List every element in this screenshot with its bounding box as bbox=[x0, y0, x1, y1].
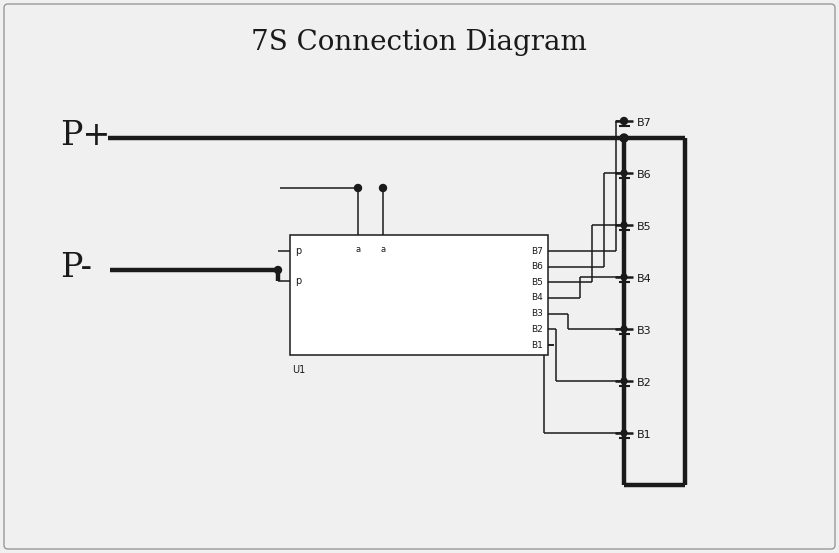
Circle shape bbox=[621, 430, 627, 436]
Text: B5: B5 bbox=[637, 222, 652, 232]
Circle shape bbox=[621, 170, 627, 176]
Text: B7: B7 bbox=[531, 247, 543, 255]
Text: B3: B3 bbox=[637, 326, 652, 336]
Circle shape bbox=[621, 378, 627, 384]
Circle shape bbox=[620, 134, 628, 142]
Text: B6: B6 bbox=[637, 170, 652, 180]
Text: p: p bbox=[295, 246, 301, 256]
Text: U1: U1 bbox=[292, 365, 305, 375]
Circle shape bbox=[621, 170, 627, 176]
Text: B5: B5 bbox=[531, 278, 543, 287]
Text: B6: B6 bbox=[531, 262, 543, 271]
Circle shape bbox=[355, 185, 362, 191]
Text: B4: B4 bbox=[637, 274, 652, 284]
Bar bbox=[290, 235, 548, 355]
Circle shape bbox=[274, 267, 282, 274]
Circle shape bbox=[621, 378, 627, 384]
Circle shape bbox=[621, 222, 627, 228]
Circle shape bbox=[379, 185, 387, 191]
Circle shape bbox=[621, 274, 627, 280]
Text: B1: B1 bbox=[531, 341, 543, 349]
Text: p: p bbox=[295, 276, 301, 286]
Text: 7S Connection Diagram: 7S Connection Diagram bbox=[251, 29, 587, 56]
Text: P+: P+ bbox=[60, 120, 111, 152]
Text: B1: B1 bbox=[637, 430, 652, 440]
Circle shape bbox=[621, 430, 627, 436]
Text: P-: P- bbox=[60, 252, 92, 284]
Circle shape bbox=[621, 326, 627, 332]
Text: B4: B4 bbox=[531, 294, 543, 302]
Circle shape bbox=[621, 117, 628, 124]
Text: B3: B3 bbox=[531, 309, 543, 318]
Text: a: a bbox=[356, 244, 361, 253]
Text: B7: B7 bbox=[637, 118, 652, 128]
Circle shape bbox=[621, 274, 627, 280]
Text: B2: B2 bbox=[531, 325, 543, 334]
Circle shape bbox=[621, 326, 627, 332]
Text: a: a bbox=[380, 244, 386, 253]
Circle shape bbox=[621, 222, 627, 228]
Text: B2: B2 bbox=[637, 378, 652, 388]
